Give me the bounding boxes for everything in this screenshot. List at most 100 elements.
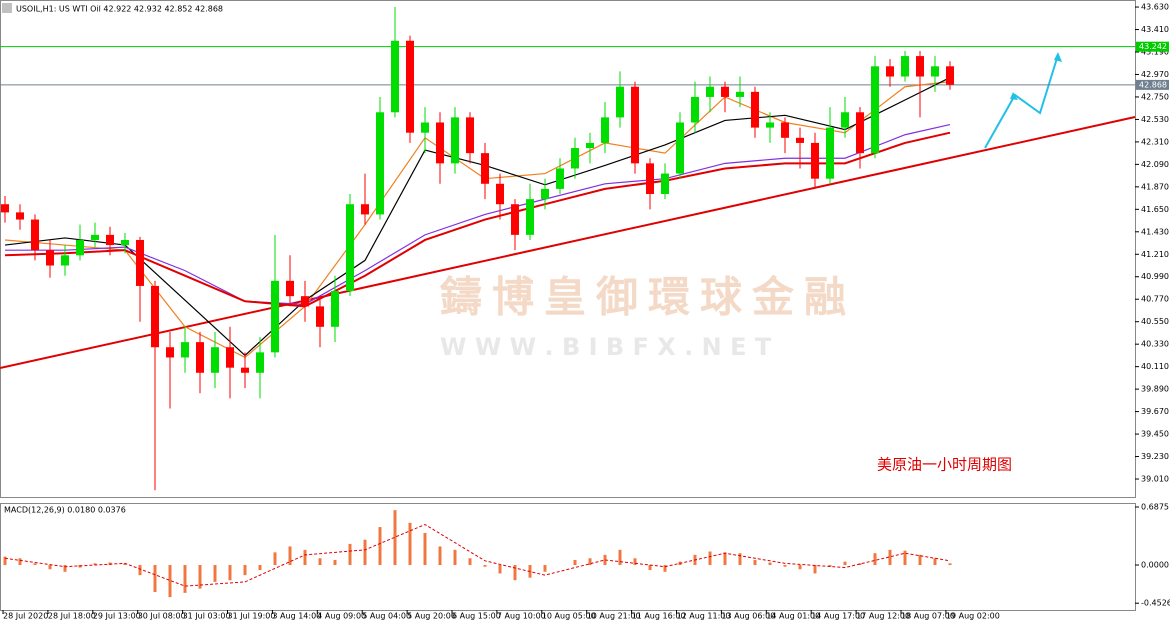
candle-body — [556, 168, 564, 189]
candle-body — [331, 291, 339, 327]
candle-body — [691, 96, 699, 123]
x-tick-label: 4 Aug 09:00 — [317, 612, 366, 621]
y-tick-label: 42.090 — [1141, 160, 1169, 169]
candle-body — [91, 234, 99, 240]
arrow-head — [1054, 52, 1062, 62]
candle-body — [541, 188, 549, 200]
y-tick-label: 42.310 — [1141, 137, 1169, 146]
y-tick-label: 41.650 — [1141, 205, 1169, 214]
y-tick-label: 42.970 — [1141, 70, 1169, 79]
candle-body — [76, 239, 84, 256]
candle-body — [406, 40, 414, 133]
candle-body — [256, 352, 264, 373]
candle-body — [931, 66, 939, 77]
candle-body — [886, 66, 894, 77]
candle-body — [916, 56, 924, 77]
x-tick-label: 7 Aug 10:00 — [497, 612, 546, 621]
candle-body — [646, 163, 654, 194]
candle-body — [106, 234, 114, 246]
candle-body — [496, 183, 504, 205]
candle-body — [466, 117, 474, 154]
annotation: 美原油一小时周期图 — [877, 456, 1012, 474]
candle-body — [136, 239, 144, 286]
y-tick-label: 39.890 — [1141, 385, 1169, 394]
x-tick-label: 10 Aug 21:00 — [587, 612, 641, 621]
candle-body — [571, 148, 579, 169]
x-tick-label: 13 Aug 06:00 — [721, 612, 775, 621]
y-tick-label: 43.630 — [1141, 3, 1169, 12]
x-tick-label: 5 Aug 04:00 — [362, 612, 411, 621]
candle-body — [946, 66, 954, 85]
candle-body — [616, 86, 624, 118]
candle-body — [631, 86, 639, 164]
candle-body — [871, 66, 879, 154]
candle-body — [421, 122, 429, 133]
y-tick-label: -0.4526 — [1141, 599, 1170, 608]
x-tick-label: 10 Aug 05:00 — [542, 612, 596, 621]
candle-body — [826, 127, 834, 179]
watermark: 鑄博皇御環球金融 — [440, 273, 856, 322]
y-tick-label: 40.990 — [1141, 272, 1169, 281]
x-tick-label: 29 Jul 13:00 — [93, 612, 141, 621]
y-tick-label: 40.550 — [1141, 317, 1169, 326]
y-tick-label: 43.410 — [1141, 25, 1169, 34]
candle-body — [16, 212, 24, 220]
candle-body — [766, 122, 774, 128]
candle-body — [376, 112, 384, 215]
candle-body — [361, 204, 369, 215]
moving-average — [5, 123, 951, 305]
y-tick-label: 42.750 — [1141, 92, 1169, 101]
candle-body — [346, 204, 354, 292]
candle-body — [301, 296, 309, 307]
candle-body — [706, 86, 714, 97]
candle-body — [241, 367, 249, 373]
candle-body — [121, 239, 129, 246]
candle-body — [61, 255, 69, 266]
candle-body — [751, 91, 759, 128]
candle-body — [286, 280, 294, 297]
main-panel — [0, 0, 1136, 498]
y-tick-label: 40.110 — [1141, 362, 1169, 371]
forecast-arrow — [984, 54, 1059, 149]
y-tick-label: 43.190 — [1141, 47, 1169, 56]
y-tick-label: 41.210 — [1141, 250, 1169, 259]
y-tick-label: 40.770 — [1141, 295, 1169, 304]
x-tick-label: 31 Jul 03:00 — [183, 612, 231, 621]
candle-body — [811, 142, 819, 179]
x-tick-label: 5 Aug 20:00 — [407, 612, 456, 621]
candle-body — [151, 285, 159, 348]
candle-body — [166, 347, 174, 358]
candle-body — [796, 137, 804, 143]
y-tick-label: 40.330 — [1141, 340, 1169, 349]
candle-body — [481, 153, 489, 184]
y-tick-label: 41.430 — [1141, 227, 1169, 236]
candle-body — [31, 219, 39, 251]
candle-body — [736, 91, 744, 97]
candle-body — [1, 204, 9, 213]
candle-body — [721, 86, 729, 97]
candle-body — [841, 112, 849, 128]
candle-body — [181, 342, 189, 358]
candle-body — [856, 112, 864, 154]
x-tick-label: 3 Aug 14:00 — [272, 612, 321, 621]
candle-body — [271, 280, 279, 353]
candle-body — [391, 40, 399, 113]
candle-body — [676, 122, 684, 174]
x-tick-label: 14 Aug 01:00 — [766, 612, 820, 621]
price-label-box — [1136, 41, 1169, 52]
y-tick-label: 41.870 — [1141, 182, 1169, 191]
macd-signal — [4, 523, 951, 587]
candle-body — [451, 117, 459, 164]
y-tick-label: 39.670 — [1141, 407, 1169, 416]
chart-title: USOIL,H1: US WTI Oil 42.922 42.932 42.85… — [16, 5, 223, 14]
y-tick-label: 0.0000 — [1141, 561, 1169, 570]
y-tick-label: 39.010 — [1141, 475, 1169, 484]
candle-body — [601, 117, 609, 143]
x-tick-label: 28 Jul 18:00 — [48, 612, 96, 621]
x-tick-label: 17 Aug 12:00 — [856, 612, 910, 621]
y-tick-label: 42.530 — [1141, 115, 1169, 124]
symbol-icon — [2, 3, 12, 13]
x-tick-label: 30 Jul 08:00 — [138, 612, 186, 621]
candle-body — [196, 342, 204, 373]
